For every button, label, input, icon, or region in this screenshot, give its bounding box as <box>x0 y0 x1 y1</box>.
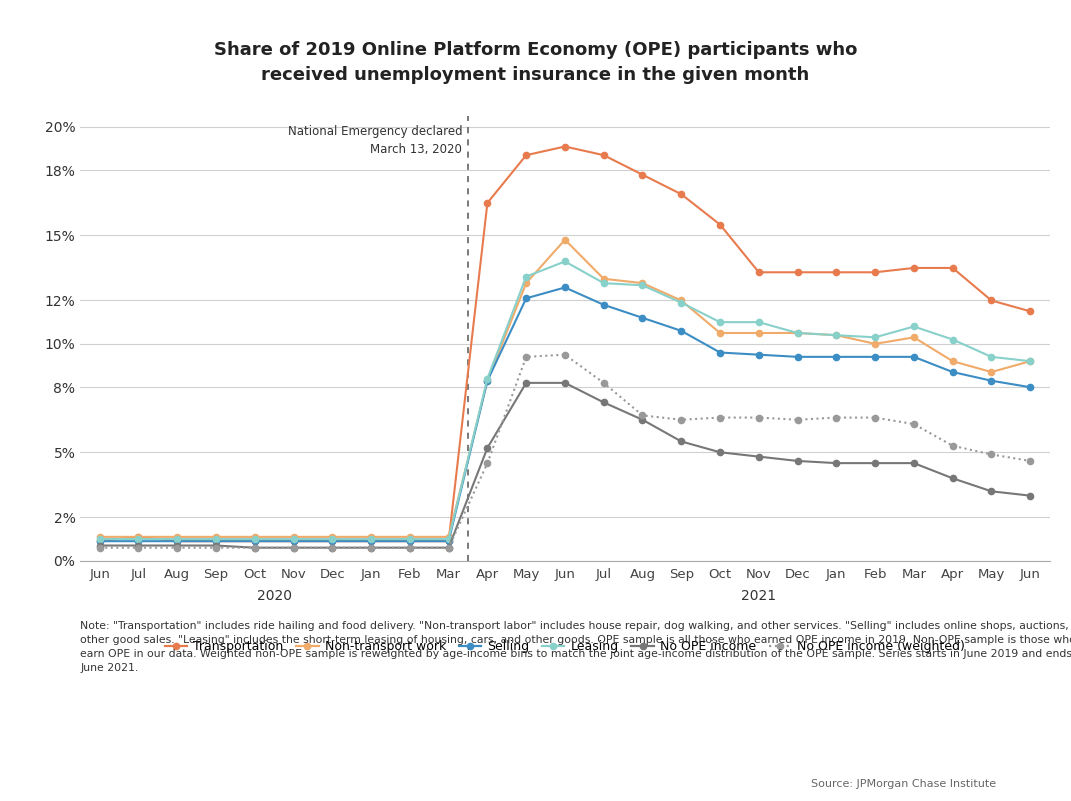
Text: 2020: 2020 <box>257 589 291 602</box>
Text: Source: JPMorgan Chase Institute: Source: JPMorgan Chase Institute <box>811 779 996 789</box>
Text: Note: "Transportation" includes ride hailing and food delivery. "Non-transport l: Note: "Transportation" includes ride hai… <box>80 621 1071 673</box>
Text: 2021: 2021 <box>741 589 776 602</box>
Text: Share of 2019 Online Platform Economy (OPE) participants who
received unemployme: Share of 2019 Online Platform Economy (O… <box>214 41 857 84</box>
Legend: Transportation, Non-transport work, Selling, Leasing, No OPE income, No OPE inco: Transportation, Non-transport work, Sell… <box>165 640 965 654</box>
Text: National Emergency declared
March 13, 2020: National Emergency declared March 13, 20… <box>288 125 463 156</box>
